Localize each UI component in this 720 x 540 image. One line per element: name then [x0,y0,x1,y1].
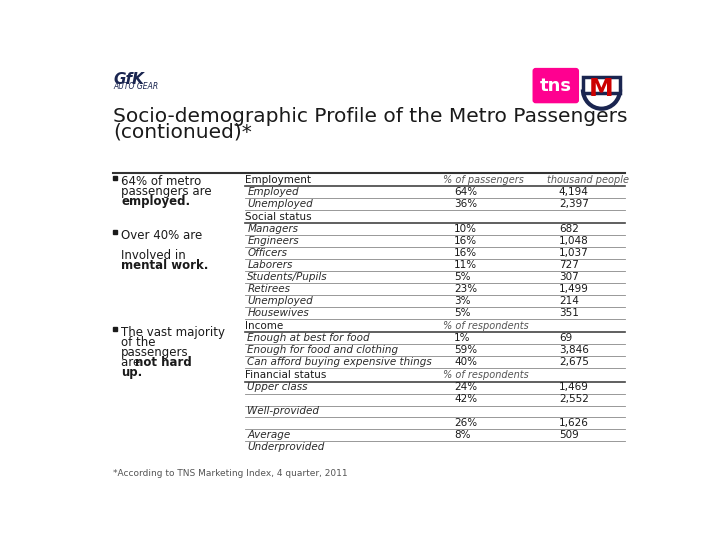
Text: 1,048: 1,048 [559,236,589,246]
Text: 1%: 1% [454,333,471,343]
Text: 1,626: 1,626 [559,418,589,428]
Text: Average: Average [248,430,291,440]
Text: Managers: Managers [248,224,298,234]
Text: 727: 727 [559,260,579,270]
Text: not hard: not hard [135,356,192,369]
Text: Can afford buying expensive things: Can afford buying expensive things [248,357,432,367]
Text: thousand people: thousand people [547,175,629,185]
Text: Employed: Employed [248,187,299,197]
FancyBboxPatch shape [533,68,579,103]
Text: 16%: 16% [454,236,477,246]
Text: 16%: 16% [454,248,477,258]
Text: Underprovided: Underprovided [248,442,325,452]
Text: Students/Pupils: Students/Pupils [248,272,328,282]
Text: Financial status: Financial status [245,370,326,381]
Text: 682: 682 [559,224,579,234]
Text: Engineers: Engineers [248,236,299,246]
Text: Laborers: Laborers [248,260,293,270]
Text: % of passengers: % of passengers [443,175,523,185]
Text: of the: of the [121,336,156,349]
Text: 5%: 5% [454,272,471,282]
Text: *According to TNS Marketing Index, 4 quarter, 2011: *According to TNS Marketing Index, 4 qua… [113,469,348,478]
Text: 40%: 40% [454,357,477,367]
Text: 11%: 11% [454,260,477,270]
Text: 24%: 24% [454,382,477,393]
Text: 64% of metro: 64% of metro [121,175,202,188]
Text: Enough at best for food: Enough at best for food [248,333,370,343]
Text: Unemployed: Unemployed [248,199,313,209]
Text: Well-provided: Well-provided [248,406,320,416]
Text: Enough for food and clothing: Enough for food and clothing [248,345,398,355]
Bar [113,177,117,180]
Text: Housewives: Housewives [248,308,309,318]
Text: Employment: Employment [245,175,311,185]
Text: 1,499: 1,499 [559,284,589,294]
Text: Social status: Social status [245,212,312,222]
Text: Unemployed: Unemployed [248,296,313,306]
FancyBboxPatch shape [583,77,620,92]
Text: The vast majority: The vast majority [121,326,225,339]
Text: % of respondents: % of respondents [443,321,528,331]
Text: Retirees: Retirees [248,284,290,294]
Text: % of respondents: % of respondents [443,370,528,381]
Text: 2,552: 2,552 [559,394,589,404]
Text: 1,469: 1,469 [559,382,589,393]
Text: are: are [121,356,144,369]
Text: 307: 307 [559,272,579,282]
Text: 509: 509 [559,430,579,440]
Text: mental work.: mental work. [121,259,208,272]
Text: 10%: 10% [454,224,477,234]
Text: Over 40% are: Over 40% are [121,229,202,242]
Text: Involved in: Involved in [121,249,186,262]
Text: Upper class: Upper class [248,382,308,393]
Text: 42%: 42% [454,394,477,404]
Text: 214: 214 [559,296,579,306]
Text: 3,846: 3,846 [559,345,589,355]
Text: passengers are: passengers are [121,185,212,198]
Text: tns: tns [540,77,572,94]
Text: 59%: 59% [454,345,477,355]
Text: M: M [589,77,614,100]
Text: 8%: 8% [454,430,471,440]
Text: 3%: 3% [454,296,471,306]
Text: 26%: 26% [454,418,477,428]
Text: 69: 69 [559,333,572,343]
Text: 64%: 64% [454,187,477,197]
Text: 36%: 36% [454,199,477,209]
Text: 351: 351 [559,308,579,318]
Text: 5%: 5% [454,308,471,318]
Text: Income: Income [245,321,283,331]
Text: Socio-demographic Profile of the Metro Passengers: Socio-demographic Profile of the Metro P… [113,107,628,126]
Text: GfK: GfK [113,72,144,87]
Text: 2,675: 2,675 [559,357,589,367]
Text: 4,194: 4,194 [559,187,589,197]
Text: passengers: passengers [121,346,189,359]
Text: AUTO GEAR: AUTO GEAR [113,82,158,91]
Text: 2,397: 2,397 [559,199,589,209]
Text: 1,037: 1,037 [559,248,589,258]
Bar [113,327,117,331]
Text: (contionued)*: (contionued)* [113,123,252,141]
Text: Officers: Officers [248,248,287,258]
Text: 23%: 23% [454,284,477,294]
Text: up.: up. [121,366,143,379]
Bar [113,231,117,234]
Text: employed.: employed. [121,195,190,208]
